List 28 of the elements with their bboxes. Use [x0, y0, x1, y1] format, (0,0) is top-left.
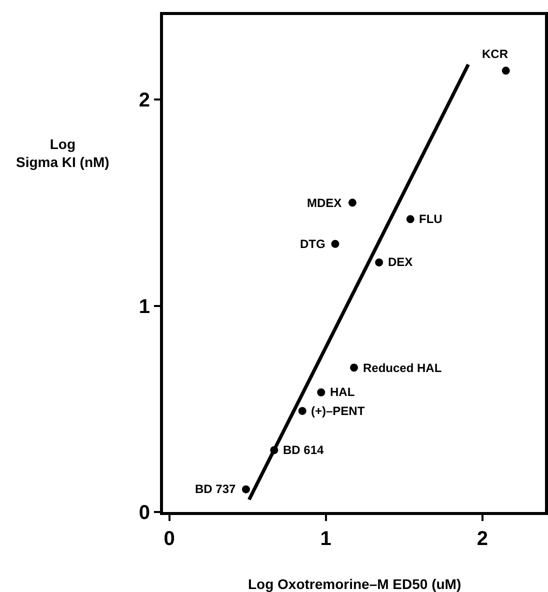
- annotation: BD 614: [283, 443, 324, 457]
- y-tick-label: 0: [138, 502, 150, 524]
- annotation: (+)–PENT: [311, 404, 366, 418]
- annotation: DTG: [300, 237, 326, 251]
- point: [270, 446, 278, 454]
- point: [317, 388, 326, 396]
- annotation: MDEX: [307, 196, 342, 210]
- annotation: BD 737: [195, 482, 236, 496]
- x-tick-label: 2: [476, 528, 488, 550]
- point: [375, 258, 384, 266]
- point: [331, 240, 340, 248]
- annotation: Reduced HAL: [363, 361, 442, 375]
- point: [502, 66, 510, 75]
- annotation: KCR: [482, 47, 508, 61]
- annotation: FLU: [419, 212, 442, 226]
- y-axis-title: Log Sigma KI (nM): [16, 136, 110, 170]
- annotation: HAL: [330, 385, 355, 399]
- point: [298, 406, 306, 415]
- x-tick-label: 0: [164, 528, 175, 550]
- annotation: DEX: [388, 255, 413, 269]
- y-tick-label: 2: [138, 90, 150, 112]
- y-tick-label: 1: [138, 296, 150, 318]
- point: [242, 485, 250, 494]
- point: [350, 364, 358, 372]
- point: [406, 215, 414, 224]
- point: [348, 198, 356, 207]
- x-tick-label: 1: [320, 528, 332, 550]
- x-axis-title: Log Oxotremorine–M ED50 (uM): [248, 576, 462, 592]
